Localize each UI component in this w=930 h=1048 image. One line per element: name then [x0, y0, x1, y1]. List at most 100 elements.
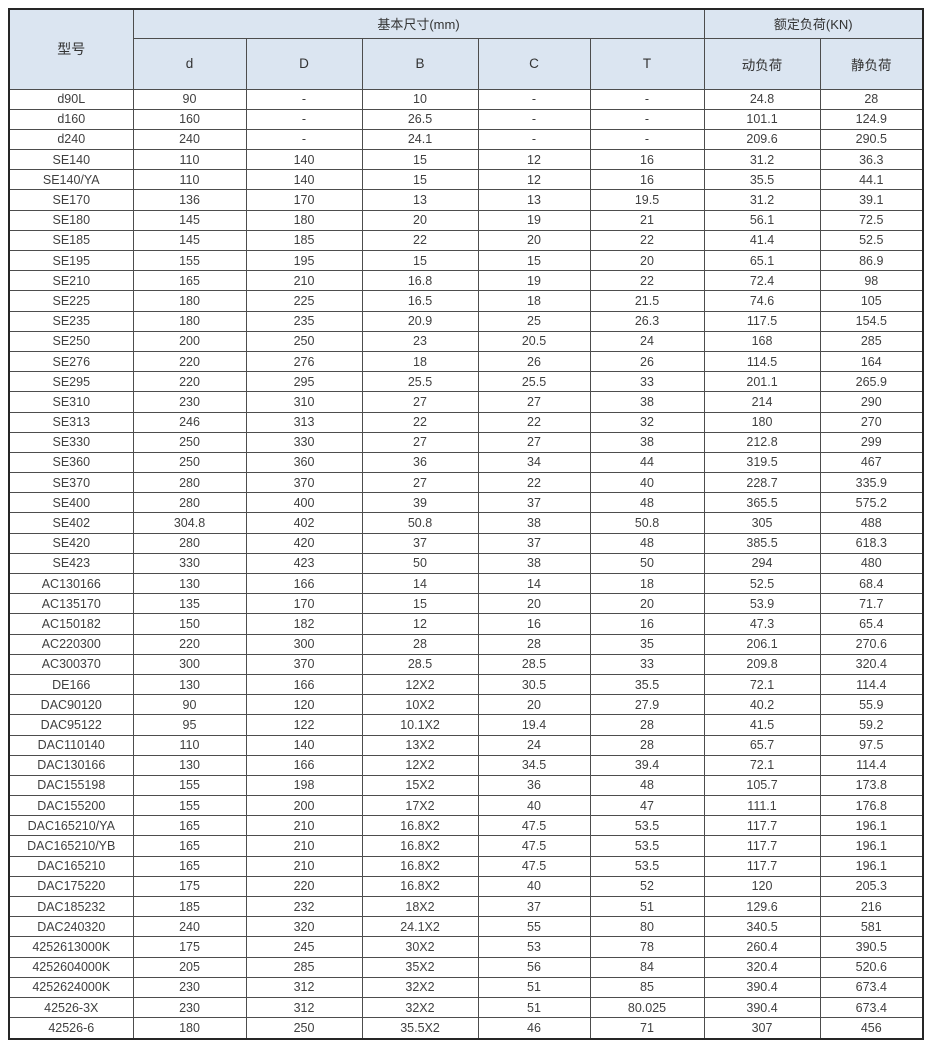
table-row: DAC95122 95 122 10.1X2 19.4 28 41.5 59.2 — [8, 714, 924, 736]
cell-B: 37 — [361, 532, 479, 554]
table-row: DAC240320 240 320 24.1X2 55 80 340.5 581 — [8, 916, 924, 938]
cell-T: 53.5 — [589, 835, 705, 857]
cell-d: 165 — [132, 835, 247, 857]
cell-D: 232 — [245, 895, 363, 918]
cell-dynamic-load: 41.5 — [703, 714, 821, 736]
cell-D: 210 — [245, 270, 363, 292]
cell-B: 27 — [361, 431, 479, 453]
cell-d: 130 — [132, 572, 247, 595]
cell-C: 18 — [477, 290, 591, 312]
cell-d: 130 — [132, 754, 247, 776]
cell-B: 14 — [361, 572, 479, 595]
cell-D: 285 — [245, 956, 363, 978]
cell-static-load: 290.5 — [819, 128, 924, 151]
cell-B: 30X2 — [361, 936, 479, 958]
cell-static-load: 65.4 — [819, 613, 924, 635]
cell-B: 28.5 — [361, 653, 479, 675]
table-row: DAC90120 90 120 10X2 20 27.9 40.2 55.9 — [8, 694, 924, 716]
cell-T: 28 — [589, 714, 705, 736]
model-cell: DAC110140 — [8, 734, 134, 756]
cell-C: 51 — [477, 996, 591, 1019]
cell-static-load: 196.1 — [819, 815, 924, 837]
table-row: SE370 280 370 27 22 40 228.7 335.9 — [8, 472, 924, 494]
model-cell: SE360 — [8, 451, 134, 474]
cell-dynamic-load: 209.8 — [703, 653, 821, 675]
cell-B: 24.1X2 — [361, 916, 479, 938]
table-row: DAC165210/YA 165 210 16.8X2 47.5 53.5 117.7 196… — [8, 815, 924, 837]
cell-dynamic-load: 212.8 — [703, 431, 821, 453]
cell-static-load: 196.1 — [819, 855, 924, 877]
table-row: d160 160-26.5- -101.1 124.9 — [8, 108, 924, 130]
cell-dynamic-load: 53.9 — [703, 593, 821, 615]
cell-dynamic-load: 56.1 — [703, 209, 821, 231]
cell-T: 51 — [589, 895, 705, 918]
cell-dynamic-load: 72.1 — [703, 754, 821, 776]
cell-dynamic-load: 307 — [703, 1017, 821, 1040]
cell-B: 32X2 — [361, 976, 479, 998]
cell-dynamic-load: 201.1 — [703, 371, 821, 393]
cell-T: 20 — [589, 249, 705, 272]
cell-C: 27 — [477, 431, 591, 453]
cell-d: 95 — [132, 714, 247, 736]
model-cell: d160 — [8, 108, 134, 130]
cell-C: - — [477, 88, 591, 110]
cell-B: 17X2 — [361, 795, 479, 817]
cell-B: 20 — [361, 209, 479, 231]
cell-D: 180 — [245, 209, 363, 231]
cell-D: 370 — [245, 472, 363, 494]
cell-static-load: 480 — [819, 552, 924, 575]
table-row: DAC155200 155 200 17X2 40 47 111.1 176.8 — [8, 795, 924, 817]
cell-C: 22 — [477, 411, 591, 433]
cell-C: 37 — [477, 532, 591, 554]
table-row: SE250 200 250 23 20.5 24 168 285 — [8, 330, 924, 352]
cell-D: 122 — [245, 714, 363, 736]
cell-static-load: 618.3 — [819, 532, 924, 554]
model-cell: SE225 — [8, 290, 134, 312]
model-cell: 4252604000K — [8, 956, 134, 978]
cell-static-load: 673.4 — [819, 976, 924, 998]
cell-T: 80 — [589, 916, 705, 938]
cell-C: 24 — [477, 734, 591, 756]
cell-T: 26.3 — [589, 310, 705, 332]
cell-T: 38 — [589, 391, 705, 413]
column-header-B: B — [361, 37, 479, 90]
cell-d: 175 — [132, 875, 247, 898]
cell-static-load: 154.5 — [819, 310, 924, 332]
cell-D: 225 — [245, 290, 363, 312]
model-cell: SE295 — [8, 371, 134, 393]
cell-T: 24 — [589, 330, 705, 352]
cell-B: 15 — [361, 149, 479, 171]
cell-d: 200 — [132, 330, 247, 352]
cell-D: - — [245, 108, 363, 130]
cell-C: 19 — [477, 209, 591, 231]
cell-dynamic-load: 319.5 — [703, 451, 821, 474]
cell-d: 250 — [132, 451, 247, 474]
cell-D: 370 — [245, 653, 363, 675]
cell-T: 44 — [589, 451, 705, 474]
table-row: SE276 220 276 18 26 26 114.5 164 — [8, 350, 924, 373]
cell-C: 13 — [477, 189, 591, 211]
table-row: SE140 110 140 15 12 16 31.2 36.3 — [8, 149, 924, 171]
model-cell: AC135170 — [8, 593, 134, 615]
cell-d: 110 — [132, 734, 247, 756]
cell-D: 250 — [245, 1017, 363, 1040]
cell-static-load: 390.5 — [819, 936, 924, 958]
model-cell: SE235 — [8, 310, 134, 332]
cell-B: 23 — [361, 330, 479, 352]
model-cell: d90L — [8, 88, 134, 110]
model-cell: SE185 — [8, 229, 134, 252]
cell-dynamic-load: 72.1 — [703, 673, 821, 696]
cell-C: 40 — [477, 875, 591, 898]
cell-B: 32X2 — [361, 996, 479, 1019]
cell-static-load: 28 — [819, 88, 924, 110]
cell-T: 33 — [589, 371, 705, 393]
table-row: SE170 136 170 13 13 19.5 31.2 39.1 — [8, 189, 924, 211]
cell-T: 47 — [589, 795, 705, 817]
cell-d: 185 — [132, 895, 247, 918]
model-cell: DAC90120 — [8, 694, 134, 716]
cell-B: 18 — [361, 350, 479, 373]
cell-static-load: 196.1 — [819, 835, 924, 857]
cell-d: 165 — [132, 270, 247, 292]
cell-C: 55 — [477, 916, 591, 938]
cell-d: 90 — [132, 88, 247, 110]
